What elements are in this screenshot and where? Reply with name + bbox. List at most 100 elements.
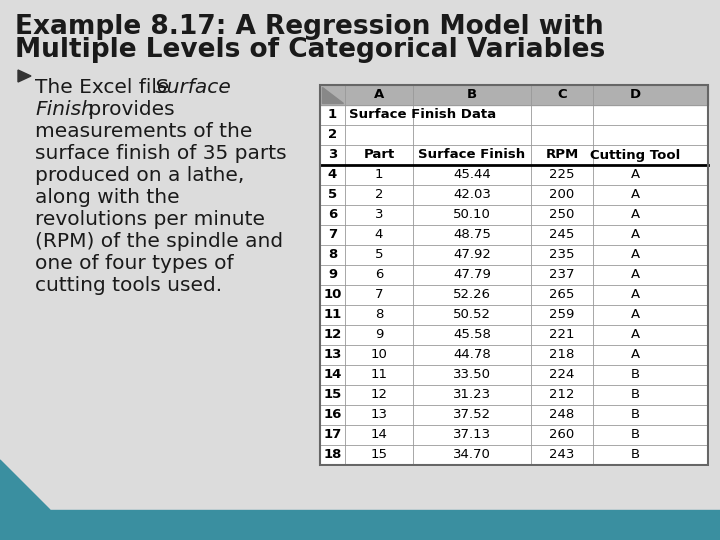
Text: 200: 200	[549, 188, 575, 201]
Text: 243: 243	[549, 449, 575, 462]
Text: 5: 5	[328, 188, 337, 201]
Text: B: B	[631, 388, 640, 402]
Text: 15: 15	[371, 449, 387, 462]
Text: 5: 5	[374, 248, 383, 261]
Text: 212: 212	[549, 388, 575, 402]
Text: C: C	[557, 89, 567, 102]
Text: 4: 4	[328, 168, 337, 181]
Text: Multiple Levels of Categorical Variables: Multiple Levels of Categorical Variables	[15, 37, 606, 63]
Text: Finish: Finish	[35, 100, 94, 119]
Text: 37.52: 37.52	[453, 408, 491, 422]
Text: 3: 3	[328, 148, 337, 161]
Text: Part: Part	[364, 148, 395, 161]
Text: 4: 4	[375, 228, 383, 241]
Text: 2: 2	[374, 188, 383, 201]
Text: 237: 237	[549, 268, 575, 281]
Text: A: A	[631, 248, 640, 261]
Text: 14: 14	[323, 368, 342, 381]
Text: A: A	[631, 308, 640, 321]
Text: B: B	[467, 89, 477, 102]
Text: 47.92: 47.92	[453, 248, 491, 261]
Text: A: A	[631, 268, 640, 281]
Text: 1: 1	[374, 168, 383, 181]
Text: 13: 13	[371, 408, 387, 422]
Text: 6: 6	[328, 208, 337, 221]
Text: 248: 248	[549, 408, 575, 422]
Text: D: D	[630, 89, 641, 102]
Text: along with the: along with the	[35, 188, 179, 207]
Text: 34.70: 34.70	[453, 449, 491, 462]
Text: 15: 15	[323, 388, 341, 402]
Text: 265: 265	[549, 288, 575, 301]
Text: 50.52: 50.52	[453, 308, 491, 321]
Text: 45.58: 45.58	[453, 328, 491, 341]
Text: 235: 235	[549, 248, 575, 261]
Text: cutting tools used.: cutting tools used.	[35, 276, 222, 295]
Text: 13: 13	[323, 348, 342, 361]
Text: 7: 7	[374, 288, 383, 301]
Polygon shape	[322, 87, 343, 103]
Polygon shape	[0, 460, 50, 510]
Text: Surface Finish: Surface Finish	[418, 148, 526, 161]
Text: 7: 7	[328, 228, 337, 241]
Text: 10: 10	[323, 288, 342, 301]
Text: The Excel file: The Excel file	[35, 78, 176, 97]
Text: 48.75: 48.75	[453, 228, 491, 241]
Text: A: A	[631, 228, 640, 241]
Text: B: B	[631, 408, 640, 422]
Text: A: A	[631, 168, 640, 181]
Text: 259: 259	[549, 308, 575, 321]
Polygon shape	[18, 70, 31, 82]
Text: 14: 14	[371, 429, 387, 442]
Text: 225: 225	[549, 168, 575, 181]
Text: 224: 224	[549, 368, 575, 381]
Text: Surface Finish Data: Surface Finish Data	[349, 109, 496, 122]
Text: 8: 8	[375, 308, 383, 321]
Text: B: B	[631, 368, 640, 381]
Text: Cutting Tool: Cutting Tool	[590, 148, 680, 161]
Text: 37.13: 37.13	[453, 429, 491, 442]
Text: B: B	[631, 429, 640, 442]
Text: A: A	[631, 208, 640, 221]
Text: provides: provides	[82, 100, 174, 119]
Text: RPM: RPM	[545, 148, 579, 161]
Text: 218: 218	[549, 348, 575, 361]
Text: 10: 10	[371, 348, 387, 361]
Text: 47.79: 47.79	[453, 268, 491, 281]
Text: A: A	[631, 288, 640, 301]
Text: (RPM) of the spindle and: (RPM) of the spindle and	[35, 232, 283, 251]
Text: 250: 250	[549, 208, 575, 221]
Text: 3: 3	[374, 208, 383, 221]
Text: A: A	[374, 89, 384, 102]
Text: revolutions per minute: revolutions per minute	[35, 210, 265, 229]
Text: Surface: Surface	[155, 78, 232, 97]
Text: 31.23: 31.23	[453, 388, 491, 402]
Text: A: A	[631, 328, 640, 341]
Text: Example 8.17: A Regression Model with: Example 8.17: A Regression Model with	[15, 14, 603, 40]
Text: 245: 245	[549, 228, 575, 241]
Text: 50.10: 50.10	[453, 208, 491, 221]
Text: 8: 8	[328, 248, 337, 261]
Bar	[320, 85, 708, 465]
Text: 33.50: 33.50	[453, 368, 491, 381]
Text: measurements of the: measurements of the	[35, 122, 253, 141]
Text: A: A	[631, 188, 640, 201]
Text: 11: 11	[323, 308, 341, 321]
Text: 1: 1	[328, 109, 337, 122]
Text: 44.78: 44.78	[453, 348, 491, 361]
Text: 9: 9	[328, 268, 337, 281]
Bar	[320, 85, 708, 465]
Text: 52.26: 52.26	[453, 288, 491, 301]
Text: surface finish of 35 parts: surface finish of 35 parts	[35, 144, 287, 163]
Text: 2: 2	[328, 129, 337, 141]
Text: B: B	[631, 449, 640, 462]
Text: produced on a lathe,: produced on a lathe,	[35, 166, 244, 185]
Text: 9: 9	[375, 328, 383, 341]
Text: 45.44: 45.44	[453, 168, 491, 181]
Text: one of four types of: one of four types of	[35, 254, 233, 273]
Text: 221: 221	[549, 328, 575, 341]
Text: 12: 12	[371, 388, 387, 402]
Text: 42.03: 42.03	[453, 188, 491, 201]
Text: 12: 12	[323, 328, 341, 341]
Text: 16: 16	[323, 408, 342, 422]
